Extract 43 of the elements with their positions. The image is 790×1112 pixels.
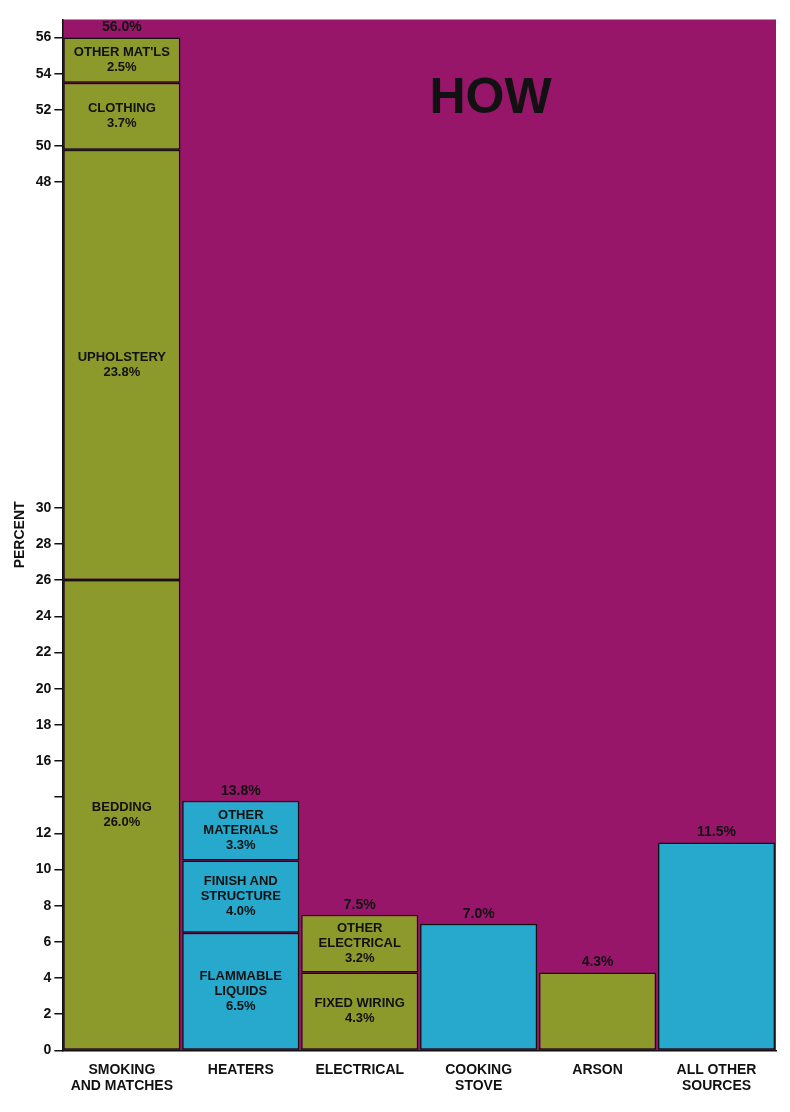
- y-axis-title: PERCENT: [11, 501, 28, 569]
- y-tick-label: 50: [35, 136, 52, 153]
- total-label: 7.0%: [462, 904, 496, 921]
- y-tick-label: 48: [35, 173, 52, 190]
- data-label: FINISH AND STRUCTURE 4.0%: [200, 873, 282, 919]
- y-tick-label: 56: [35, 28, 52, 45]
- y-tick-label: 0: [43, 1041, 52, 1058]
- y-tick-label: 22: [35, 643, 52, 660]
- y-tick-label: 54: [35, 64, 52, 81]
- x-tick-label: COOKING STOVE: [445, 1060, 513, 1094]
- y-tick-label: 16: [35, 751, 52, 768]
- data-label: OTHER ELECTRICAL 3.2%: [318, 920, 401, 966]
- x-tick-label: ALL OTHER SOURCES: [676, 1060, 757, 1094]
- data-label: OTHER MAT'LS 2.5%: [73, 44, 171, 75]
- data-label: OTHER MATERIALS 3.3%: [203, 807, 279, 853]
- data-label: BEDDING 26.0%: [91, 798, 152, 829]
- y-tick-label: 26: [35, 570, 52, 587]
- data-label: FIXED WIRING 4.3%: [314, 995, 405, 1026]
- total-label: 56.0%: [101, 18, 143, 35]
- x-tick-label: HEATERS: [207, 1060, 274, 1077]
- y-tick-label: 52: [35, 100, 52, 117]
- y-tick-label: 4: [43, 968, 52, 985]
- y-tick-label: 10: [35, 860, 52, 877]
- y-tick-label: 28: [35, 534, 52, 551]
- total-label: 13.8%: [220, 781, 262, 798]
- x-tick-label: ELECTRICAL: [315, 1060, 405, 1077]
- y-tick-label: 24: [35, 607, 52, 624]
- x-tick-label: ARSON: [572, 1060, 623, 1077]
- data-label: UPHOLSTERY 23.8%: [77, 348, 167, 379]
- y-tick-label: 20: [35, 679, 52, 696]
- total-label: 4.3%: [581, 953, 615, 970]
- x-tick-label: SMOKING AND MATCHES: [70, 1060, 174, 1094]
- y-tick-label: 2: [43, 1005, 52, 1022]
- y-tick-label: 6: [43, 932, 52, 949]
- data-label: FLAMMABLE LIQUIDS 6.5%: [199, 967, 283, 1013]
- total-label: 11.5%: [697, 823, 737, 840]
- y-tick-label: 30: [35, 498, 52, 515]
- y-tick-label: 8: [43, 896, 52, 913]
- text: HOW: [429, 68, 553, 125]
- y-tick-label: 12: [35, 824, 52, 841]
- data-label: CLOTHING 3.7%: [87, 100, 156, 131]
- total-label: 7.5%: [343, 895, 377, 912]
- y-tick-label: 18: [35, 715, 52, 732]
